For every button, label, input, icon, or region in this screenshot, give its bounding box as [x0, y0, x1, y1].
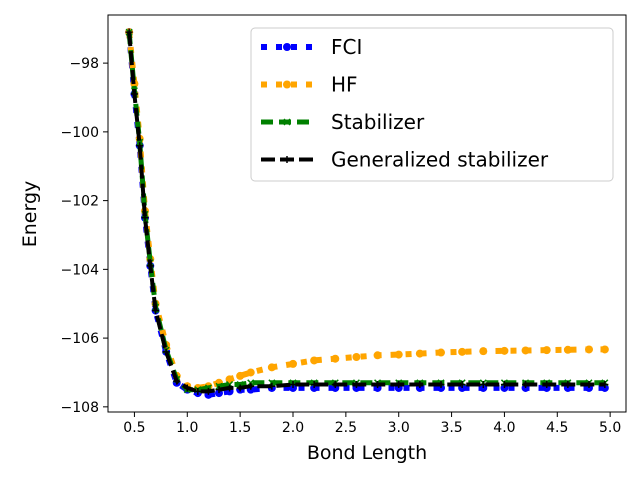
y-axis-label: Energy [19, 181, 41, 248]
x-tick-label: 0.5 [123, 420, 145, 436]
x-tick-label: 3.0 [388, 420, 410, 436]
generalized-stabilizer-point [310, 381, 318, 389]
generalized-stabilizer-point [215, 386, 223, 394]
legend-hf-label: HF [331, 73, 358, 97]
legend-stabilizer-point [283, 118, 291, 126]
legend-fci-point [283, 43, 291, 51]
generalized-stabilizer-point [226, 384, 234, 392]
x-axis-label: Bond Length [307, 442, 427, 464]
generalized-stabilizer-point [247, 382, 255, 390]
y-tick-label: −100 [61, 125, 99, 141]
x-tick-label: 1.0 [176, 420, 198, 436]
generalized-stabilizer-point [374, 381, 382, 389]
legend-generalized-stabilizer-label: Generalized stabilizer [331, 148, 549, 172]
x-tick-label: 2.0 [282, 420, 304, 436]
hf-point [437, 348, 445, 357]
generalized-stabilizer-point [130, 90, 138, 98]
generalized-stabilizer-point [141, 214, 149, 222]
hf-point [542, 346, 551, 355]
generalized-stabilizer-point [352, 381, 360, 389]
x-tick-label: 2.5 [335, 420, 357, 436]
legend-hf-point [283, 80, 291, 89]
generalized-stabilizer-point [204, 387, 212, 395]
generalized-stabilizer-point [395, 381, 403, 389]
generalized-stabilizer-point [268, 382, 276, 390]
y-tick-label: −98 [69, 56, 99, 72]
y-tick-label: −106 [61, 331, 100, 347]
generalized-stabilizer-series-line [127, 32, 605, 394]
y-tick-label: −104 [61, 262, 100, 278]
hf-point [289, 359, 297, 368]
generalized-stabilizer-point [479, 381, 487, 389]
generalized-stabilizer-point [585, 381, 593, 389]
generalized-stabilizer-point [152, 307, 160, 315]
generalized-stabilizer-point [522, 381, 530, 389]
generalized-stabilizer-point [289, 381, 297, 389]
legend-generalized-stabilizer-point [283, 156, 291, 163]
generalized-stabilizer-point [601, 381, 609, 389]
hf-point [225, 375, 234, 384]
hf-point [415, 349, 424, 358]
generalized-stabilizer-point [194, 387, 202, 395]
hf-point [458, 347, 467, 356]
x-tick-label: 1.5 [229, 420, 251, 436]
generalized-stabilizer-point [416, 381, 424, 389]
generalized-stabilizer-point [173, 377, 181, 385]
x-tick-label: 3.5 [440, 420, 462, 436]
x-tick-label: 4.0 [493, 420, 515, 436]
hf-point [236, 371, 245, 380]
hf-point [394, 350, 403, 359]
y-tick-label: −102 [61, 194, 99, 210]
hf-point [373, 351, 382, 360]
legend-box [250, 27, 614, 182]
hf-point [500, 346, 509, 355]
generalized-stabilizer-point [136, 142, 144, 150]
generalized-stabilizer-point [183, 384, 191, 392]
series-layer [125, 28, 609, 399]
hf-point [585, 345, 593, 354]
generalized-stabilizer-point [458, 381, 466, 389]
hf-point [267, 363, 276, 372]
generalized-stabilizer-point [543, 381, 551, 389]
generalized-stabilizer-point [500, 381, 508, 389]
generalized-stabilizer-point [162, 348, 170, 356]
hf-point [600, 345, 609, 354]
x-tick-label: 4.5 [546, 420, 568, 436]
hf-point [479, 347, 488, 356]
generalized-stabilizer-point [437, 381, 445, 389]
generalized-stabilizer-point [564, 381, 572, 389]
hf-point [331, 354, 340, 363]
hf-point [563, 345, 572, 354]
y-ticks: −98 −100 −102 −104 −106 −108 [61, 56, 108, 416]
hf-point [521, 346, 530, 355]
hf-point [246, 368, 255, 377]
hf-point [352, 353, 361, 362]
legend-fci-label: FCI [331, 35, 362, 59]
legend-stabilizer-label: Stabilizer [331, 110, 425, 134]
generalized-stabilizer-point [146, 262, 154, 270]
generalized-stabilizer-point [125, 28, 133, 36]
y-tick-label: −108 [61, 400, 99, 416]
plot-frame [107, 14, 627, 413]
x-tick-label: 5.0 [599, 420, 621, 436]
hf-point [310, 356, 319, 365]
axes-layer [107, 14, 627, 413]
x-ticks: 0.5 1.0 1.5 2.0 2.5 3.0 3.5 4.0 4.5 5.0 [123, 412, 621, 436]
generalized-stabilizer-point [236, 384, 244, 392]
legend: FCI HF Stabilizer Generalized stabilizer [250, 27, 614, 182]
generalized-stabilizer-point [331, 381, 339, 389]
